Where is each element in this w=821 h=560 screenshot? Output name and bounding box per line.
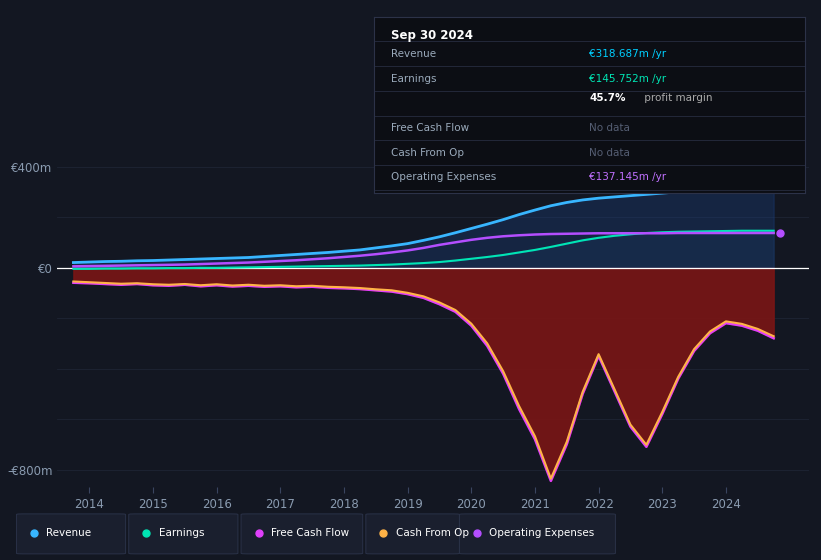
FancyBboxPatch shape	[460, 514, 616, 554]
Text: Free Cash Flow: Free Cash Flow	[391, 123, 469, 133]
Text: Earnings: Earnings	[391, 73, 436, 83]
Text: 45.7%: 45.7%	[589, 93, 626, 103]
Text: Operating Expenses: Operating Expenses	[489, 529, 594, 538]
Text: €318.687m /yr: €318.687m /yr	[589, 49, 666, 59]
FancyBboxPatch shape	[16, 514, 126, 554]
Text: profit margin: profit margin	[641, 93, 713, 103]
Text: Cash From Op: Cash From Op	[391, 148, 464, 157]
FancyBboxPatch shape	[366, 514, 460, 554]
Text: No data: No data	[589, 123, 630, 133]
Text: €137.145m /yr: €137.145m /yr	[589, 172, 666, 183]
Text: Revenue: Revenue	[391, 49, 436, 59]
Text: €145.752m /yr: €145.752m /yr	[589, 73, 666, 83]
FancyBboxPatch shape	[129, 514, 238, 554]
Text: Earnings: Earnings	[158, 529, 204, 538]
Text: No data: No data	[589, 148, 630, 157]
Text: Revenue: Revenue	[46, 529, 91, 538]
Text: Operating Expenses: Operating Expenses	[391, 172, 496, 183]
FancyBboxPatch shape	[241, 514, 363, 554]
Text: Cash From Op: Cash From Op	[396, 529, 469, 538]
Text: Free Cash Flow: Free Cash Flow	[271, 529, 349, 538]
Text: Sep 30 2024: Sep 30 2024	[391, 29, 473, 42]
